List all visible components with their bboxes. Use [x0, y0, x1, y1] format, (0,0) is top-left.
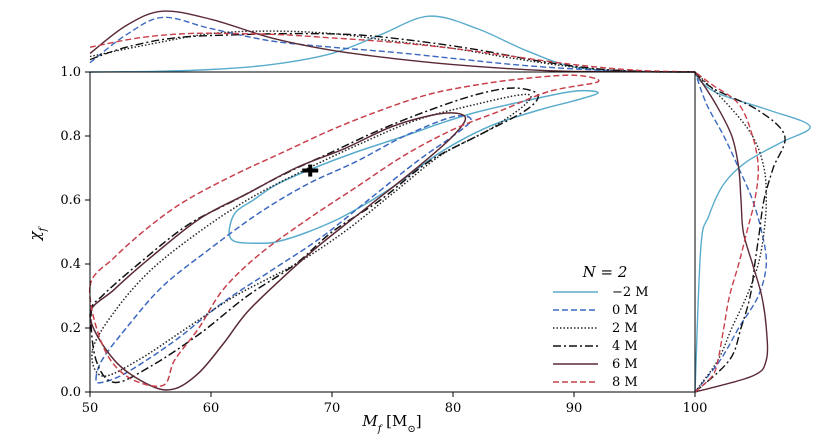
- axis-ticks: 50 60 70 80 90 100 0.0 0.2 0.4 0.6 0.8 1.0: [60, 65, 707, 416]
- y-tick-label: 0.0: [60, 385, 81, 400]
- y-tick-label: 0.2: [60, 321, 81, 336]
- top-marginal-series-3: [89, 32, 696, 73]
- legend-label-series-4: 6 M: [612, 357, 638, 372]
- legend-title: N = 2: [582, 263, 628, 281]
- right-marginal-panel: [694, 71, 811, 393]
- x-axis-label: Mf [M⊙]: [361, 412, 421, 435]
- x-tick-label: 50: [82, 401, 99, 416]
- y-tick-label: 0.8: [60, 129, 81, 144]
- right-marginal-series-1: [694, 71, 768, 393]
- contour-plot-area: [88, 74, 600, 391]
- top-marginal-series-1: [89, 16, 696, 73]
- contour-series-3: [90, 87, 539, 384]
- legend-label-series-2: 2 M: [612, 321, 638, 336]
- contour-series-5: [88, 74, 600, 387]
- contour-series-1: [95, 114, 472, 384]
- legend-label-series-1: 0 M: [612, 303, 638, 318]
- x-tick-label: 70: [324, 401, 341, 416]
- right-marginal-series-2: [694, 71, 768, 393]
- legend: N = 2 −2 M 0 M 2 M 4 M 6 M 8 M: [553, 263, 649, 390]
- right-marginal-series-5: [694, 71, 760, 393]
- contour-series-0: [228, 89, 599, 244]
- contour-series-2: [91, 93, 532, 377]
- y-tick-label: 0.4: [60, 257, 81, 272]
- top-marginal-series-5: [89, 32, 696, 73]
- x-tick-label: 90: [566, 401, 583, 416]
- right-marginal-series-0: [694, 71, 811, 393]
- y-tick-label: 0.6: [60, 193, 81, 208]
- top-marginal-series-4: [89, 10, 696, 73]
- axes-frame: [89, 71, 696, 393]
- right-marginal-series-3: [694, 71, 786, 393]
- x-tick-label: 80: [445, 401, 462, 416]
- top-marginal-series-0: [89, 15, 696, 73]
- y-axis-label: χf: [26, 225, 49, 241]
- legend-label-series-5: 8 M: [612, 375, 638, 390]
- top-marginal-series-2: [89, 30, 696, 73]
- contour-series-4: [89, 112, 467, 391]
- x-tick-label: 100: [683, 401, 708, 416]
- legend-label-series-3: 4 M: [612, 339, 638, 354]
- legend-label-series-0: −2 M: [612, 285, 649, 300]
- injection-marker: [302, 164, 319, 177]
- y-tick-label: 1.0: [60, 65, 81, 80]
- x-tick-label: 60: [203, 401, 220, 416]
- right-marginal-series-4: [694, 71, 769, 393]
- top-marginal-panel: [89, 10, 696, 73]
